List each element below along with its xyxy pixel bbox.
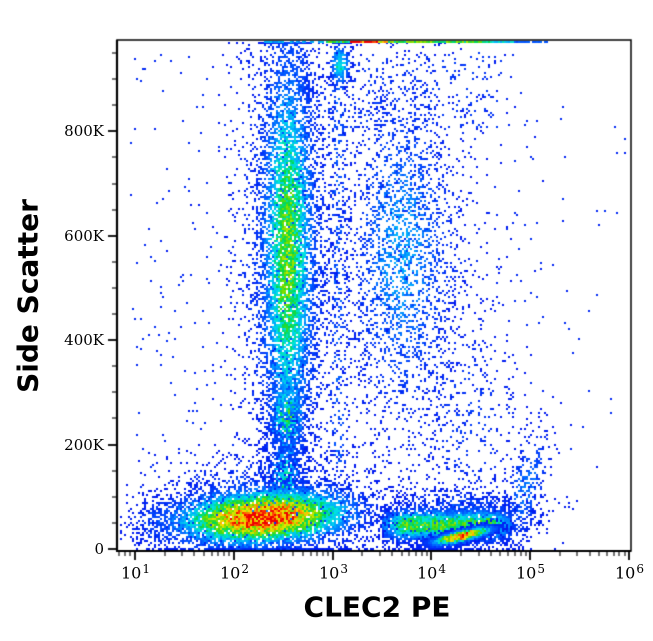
y-tick-label: 200K [64,436,104,454]
y-tick-label: 600K [64,227,104,245]
x-tick-label: 103 [319,562,348,583]
y-axis-title: Side Scatter [11,199,45,393]
x-tick-label: 105 [516,562,545,583]
y-tick-label: 400K [64,331,104,349]
x-axis-title: CLEC2 PE [303,590,451,624]
x-tick-label: 101 [121,562,150,583]
x-tick-label: 102 [220,562,249,583]
y-tick-label: 0 [94,540,104,558]
y-tick-label: 800K [64,122,104,140]
x-tick-label: 106 [615,562,644,583]
x-tick-label: 104 [417,562,446,583]
